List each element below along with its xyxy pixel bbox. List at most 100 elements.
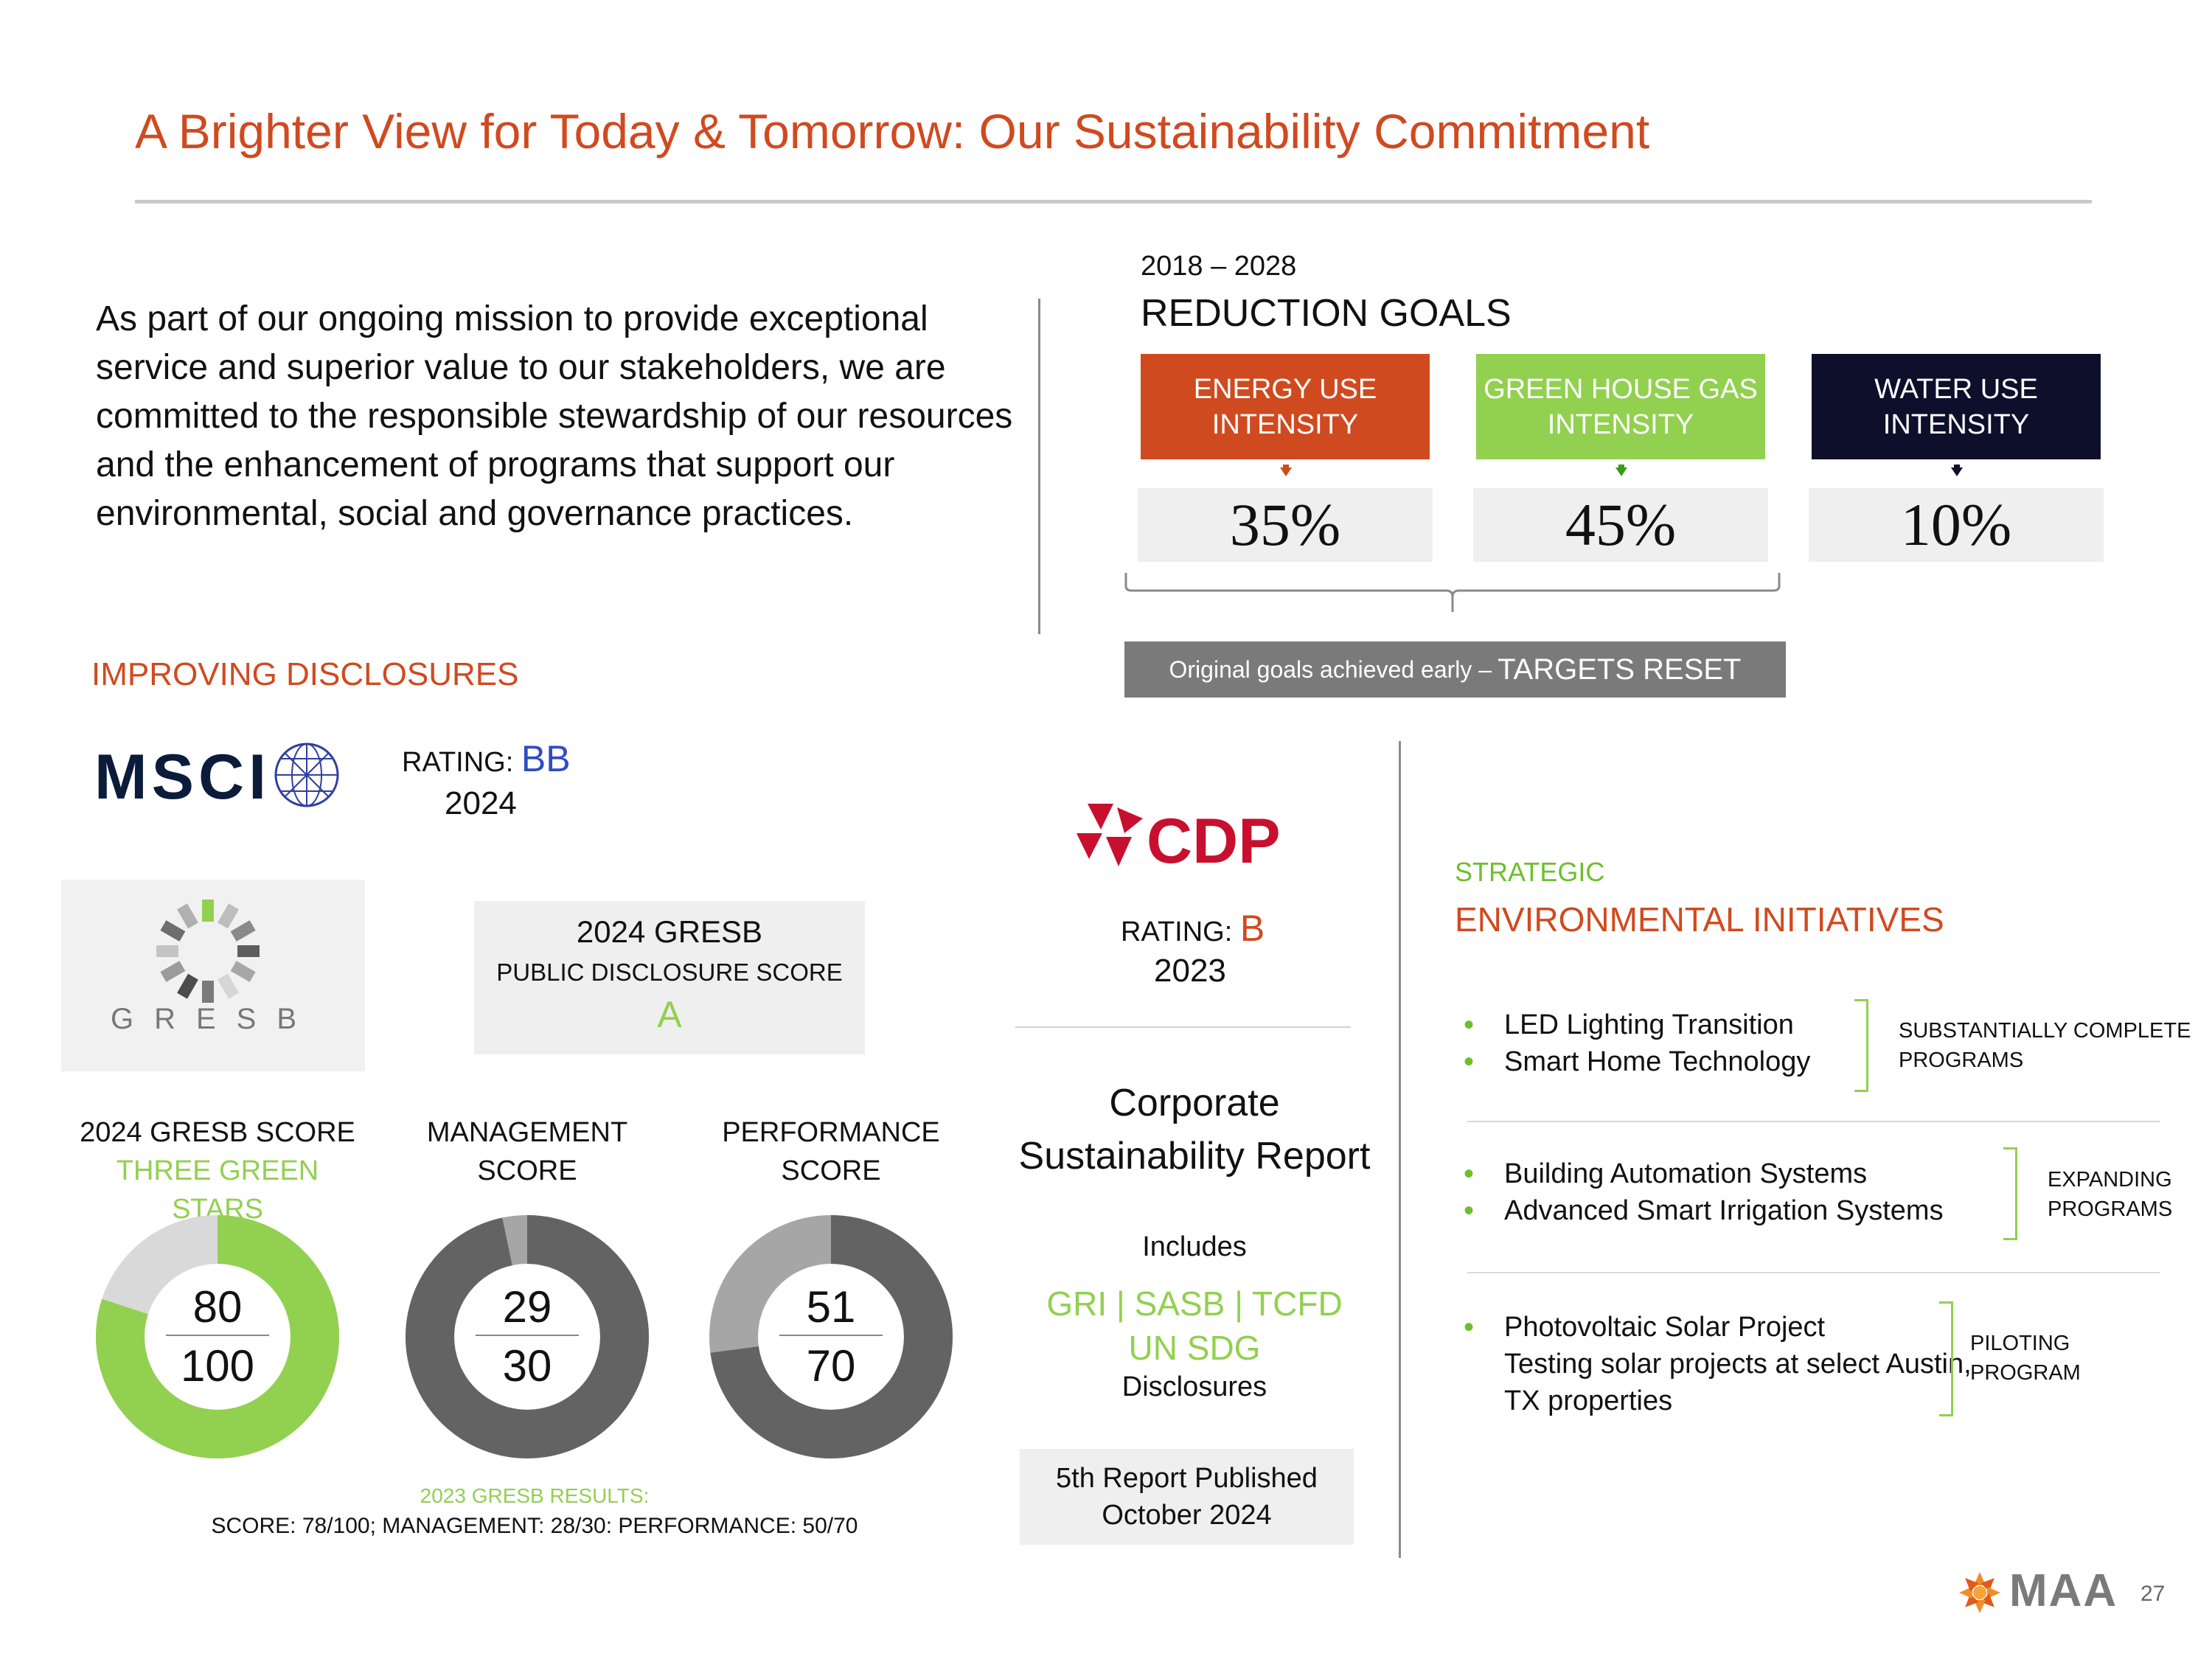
- initiative-text: Photovoltaic Solar Project: [1504, 1312, 1826, 1343]
- targets-reset-note: Original goals achieved early –: [1169, 655, 1492, 683]
- status-line: PROGRAM: [1970, 1361, 2081, 1385]
- list-item: • LED Lighting Transition: [1464, 1006, 1810, 1043]
- horizontal-divider: [1015, 1026, 1351, 1028]
- cdp-rating-year: 2023: [1154, 953, 1226, 989]
- score-subtitle: SCORE: [477, 1155, 577, 1186]
- donut-value: 51: [806, 1282, 856, 1332]
- rating-label: RATING:: [1121, 917, 1233, 947]
- intro-paragraph: As part of our ongoing mission to provid…: [96, 299, 1013, 533]
- group-bracket: [2003, 1147, 2017, 1240]
- goal-value-water: 10%: [1809, 488, 2104, 562]
- donut-fill-arc: [406, 1215, 649, 1458]
- msci-logo: MSCI: [94, 742, 271, 813]
- targets-reset-banner: Original goals achieved early – TARGETS …: [1124, 641, 1786, 698]
- donut-fraction-rule: [779, 1335, 883, 1336]
- rating-label: RATING:: [402, 747, 514, 778]
- csr-frameworks: GRI | SASB | TCFD UN SDG: [1018, 1281, 1371, 1370]
- gresb-score-donut: 80 100: [96, 1215, 339, 1458]
- donut-fraction-rule: [476, 1335, 579, 1336]
- gresb-score-heading: 2024 GRESB SCORE THREE GREEN STARS: [77, 1113, 358, 1228]
- bullet-icon: •: [1464, 1046, 1475, 1078]
- csr-disclosures: Disclosures: [1121, 1371, 1267, 1402]
- msci-rating-grade: BB: [521, 738, 571, 779]
- maa-logo-icon: [1959, 1572, 2000, 1613]
- down-arrow-icon: [1615, 467, 1627, 476]
- group-bracket: [1939, 1301, 1953, 1416]
- bullet-icon: •: [1464, 1158, 1475, 1190]
- page-number: 27: [2140, 1582, 2166, 1606]
- list-item: • Building Automation Systems: [1464, 1155, 1944, 1192]
- csr-published-line: 5th Report Published: [1056, 1463, 1318, 1494]
- donut-max: 30: [502, 1341, 552, 1391]
- donut-max: 100: [180, 1341, 255, 1391]
- csr-published-panel: [1020, 1449, 1354, 1545]
- csr-includes: Includes: [1142, 1231, 1247, 1262]
- gresb-disclosure-panel: [474, 901, 865, 1054]
- donut-fill-arc: [709, 1215, 953, 1458]
- status-line: PILOTING: [1970, 1332, 2070, 1355]
- down-arrow-icon: [1618, 465, 1624, 470]
- maa-logo-word: MAA: [2009, 1565, 2118, 1616]
- group-divider: [1467, 1272, 2160, 1273]
- gresb-disclosure-subtitle: PUBLIC DISCLOSURE SCORE: [496, 959, 843, 986]
- gresb-disclosure-grade: A: [657, 994, 682, 1035]
- donut-fraction-rule: [166, 1335, 269, 1336]
- initiative-text: Advanced Smart Irrigation Systems: [1504, 1195, 1944, 1226]
- bullet-icon: •: [1464, 1311, 1475, 1343]
- csr-frameworks-line: GRI | SASB | TCFD: [1046, 1284, 1343, 1323]
- down-arrow-icon: [1280, 467, 1292, 476]
- list-item: • Smart Home Technology: [1464, 1043, 1810, 1080]
- gresb-logo-icon: [156, 900, 260, 1003]
- title-divider: [135, 200, 2092, 204]
- score-subtitle: SCORE: [781, 1155, 881, 1186]
- initiative-text: LED Lighting Transition: [1504, 1009, 1794, 1040]
- initiative-status: EXPANDING PROGRAMS: [2048, 1165, 2172, 1224]
- initiatives-kicker: STRATEGIC: [1455, 857, 1605, 887]
- initiatives-heading: ENVIRONMENTAL INITIATIVES: [1455, 900, 1944, 939]
- globe-icon: [274, 742, 339, 807]
- performance-score-heading: PERFORMANCE SCORE: [691, 1113, 971, 1190]
- management-score-donut: 29 30: [406, 1215, 649, 1458]
- down-arrow-icon: [1283, 465, 1289, 470]
- donut-max: 70: [806, 1341, 856, 1391]
- csr-published-text: 5th Report Published October 2024: [1020, 1460, 1354, 1534]
- management-score-heading: MANAGEMENT SCORE: [387, 1113, 667, 1190]
- goal-label-ghg: GREEN HOUSE GAS INTENSITY: [1476, 354, 1765, 459]
- down-arrow-icon: [1951, 467, 1963, 476]
- performance-score-donut: 51 70: [709, 1215, 953, 1458]
- goal-value-ghg: 45%: [1473, 488, 1768, 562]
- page-title: A Brighter View for Today & Tomorrow: Ou…: [135, 104, 1650, 159]
- initiative-group: • LED Lighting Transition • Smart Home Tec…: [1464, 1006, 1810, 1080]
- bullet-icon: •: [1464, 1009, 1475, 1041]
- score-title: MANAGEMENT: [426, 1117, 628, 1148]
- donut-chart: [96, 1215, 339, 1458]
- csr-published-line: October 2024: [1102, 1500, 1272, 1531]
- list-item: • Photovoltaic Solar Project: [1464, 1309, 1972, 1346]
- targets-reset-emphasis: TARGETS RESET: [1498, 653, 1742, 686]
- list-item: • Advanced Smart Irrigation Systems: [1464, 1192, 1944, 1229]
- group-divider: [1467, 1121, 2160, 1122]
- donut-chart: [709, 1215, 953, 1458]
- cdp-rating: RATING: B: [1121, 907, 1265, 950]
- initiative-text: Smart Home Technology: [1504, 1046, 1811, 1077]
- goal-value-energy: 35%: [1138, 488, 1433, 562]
- gresb-logo-word: GRESB: [110, 1003, 318, 1035]
- initiative-group: • Building Automation Systems • Advanced S…: [1464, 1155, 1944, 1229]
- list-item: TX properties: [1464, 1382, 1972, 1419]
- initiative-status: PILOTING PROGRAM: [1970, 1329, 2081, 1388]
- goal-years: 2018 – 2028: [1141, 251, 1297, 282]
- initiative-text: Testing solar projects at select Austin,: [1504, 1349, 1972, 1380]
- gresb-disclosure-title: 2024 GRESB: [576, 914, 763, 949]
- cdp-rating-grade: B: [1239, 908, 1265, 949]
- bullet-icon: •: [1464, 1194, 1475, 1227]
- initiative-text: Building Automation Systems: [1504, 1158, 1868, 1189]
- list-item: Testing solar projects at select Austin,: [1464, 1346, 1972, 1382]
- score-title: PERFORMANCE: [722, 1117, 940, 1148]
- goals-bracket: [1124, 573, 1781, 612]
- initiative-group: • Photovoltaic Solar Project Testing sola…: [1464, 1309, 1972, 1419]
- status-line: PROGRAMS: [1899, 1048, 2024, 1072]
- initiative-status: SUBSTANTIALLY COMPLETE PROGRAMS: [1899, 1016, 2191, 1075]
- status-line: SUBSTANTIALLY COMPLETE: [1899, 1019, 2191, 1043]
- csr-title: Corporate Sustainability Report: [1018, 1082, 1371, 1178]
- score-title: 2024 GRESB SCORE: [80, 1117, 355, 1148]
